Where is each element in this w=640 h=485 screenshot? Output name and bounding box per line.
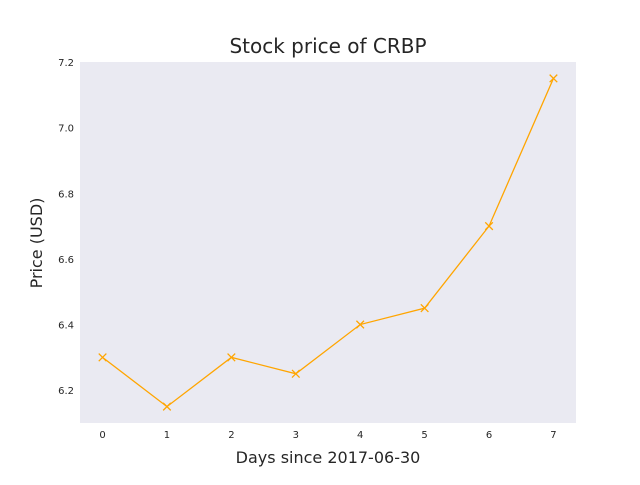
y-tick-label: 6.6 bbox=[58, 255, 74, 266]
plot-area bbox=[80, 62, 576, 423]
y-tick-label: 7.2 bbox=[58, 58, 74, 69]
x-axis-label: Days since 2017-06-30 bbox=[236, 448, 421, 467]
x-tick-label: 6 bbox=[486, 430, 492, 441]
x-tick-label: 7 bbox=[550, 430, 556, 441]
data-point-marker bbox=[355, 320, 365, 329]
data-point-marker bbox=[227, 353, 236, 362]
x-tick-label: 4 bbox=[357, 430, 363, 441]
x-tick-label: 5 bbox=[421, 430, 427, 441]
x-tick-label: 1 bbox=[164, 430, 170, 441]
data-point-marker bbox=[549, 74, 558, 83]
series-line bbox=[102, 78, 555, 408]
data-point-marker bbox=[98, 353, 107, 362]
data-point-marker bbox=[291, 369, 301, 379]
x-tick-label: 2 bbox=[228, 430, 234, 441]
data-point-marker bbox=[162, 402, 172, 411]
y-tick-label: 6.2 bbox=[58, 386, 74, 397]
y-tick-label: 6.8 bbox=[58, 189, 74, 200]
y-axis-label: Price (USD) bbox=[27, 198, 46, 289]
chart-title: Stock price of CRBP bbox=[229, 34, 426, 58]
y-tick-label: 7.0 bbox=[58, 124, 74, 135]
x-tick-label: 0 bbox=[99, 430, 105, 441]
series-layer bbox=[98, 74, 558, 411]
data-point-marker bbox=[420, 303, 429, 313]
y-tick-label: 6.4 bbox=[58, 321, 74, 332]
tick-labels: 0 1 2 3 4 5 6 7 6.2 6.4 6.6 6.8 7.0 7.2 bbox=[58, 58, 557, 441]
x-tick-label: 3 bbox=[293, 430, 299, 441]
data-point-marker bbox=[484, 221, 494, 231]
